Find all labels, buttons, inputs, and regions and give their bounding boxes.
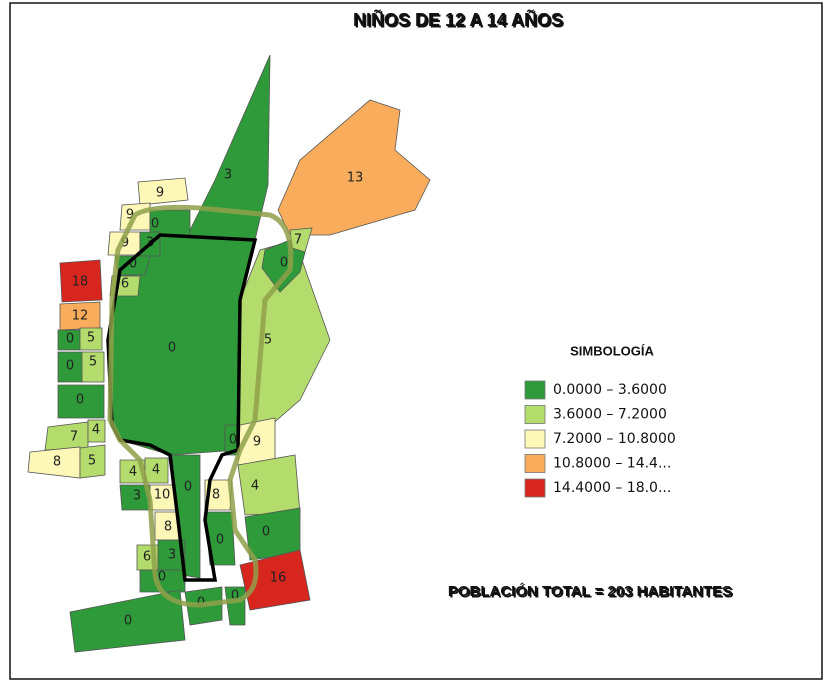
block-label: 0: [76, 393, 84, 408]
total-population: POBLACIÓN TOTAL = 203 HABITANTES: [448, 582, 732, 600]
block-label: 0: [168, 341, 176, 356]
legend-swatch: [524, 429, 546, 449]
block-label: 5: [87, 331, 95, 346]
legend-swatch: [524, 454, 546, 473]
block-label: 0: [262, 525, 270, 540]
block: [79, 444, 106, 479]
block: [237, 454, 301, 516]
block-label: 0: [66, 359, 74, 374]
block: [87, 419, 106, 443]
block-label: 3: [224, 168, 232, 183]
block: [204, 479, 233, 511]
block-label: 8: [164, 520, 172, 535]
block-label: 0: [129, 257, 137, 272]
block-label: 3: [168, 548, 176, 563]
block-label: 0: [216, 533, 224, 548]
title: NIÑOS DE 12 A 14 AÑOS: [353, 9, 563, 30]
block-label: 0: [231, 589, 239, 604]
legend-title: SIMBOLOGÍA: [570, 343, 654, 358]
block: [44, 421, 89, 451]
block-label: 0: [280, 256, 288, 271]
block: [57, 384, 105, 419]
legend-label: 14.4000 – 18.0...: [553, 480, 671, 496]
block-label: 9: [253, 435, 261, 450]
legend-swatch: [524, 478, 546, 498]
block-label: 8: [212, 488, 220, 503]
block-label: 0: [124, 614, 132, 629]
block-label: 9: [156, 186, 164, 201]
block-label: 5: [89, 355, 97, 370]
block-label: 10: [154, 488, 171, 503]
block-label: 4: [251, 479, 259, 494]
block: [59, 259, 103, 303]
block: [137, 177, 189, 206]
block: [79, 327, 103, 351]
block-label: 13: [347, 171, 364, 186]
legend-swatch: [524, 380, 546, 400]
block-label: 0: [229, 433, 237, 448]
block-label: 9: [126, 208, 134, 223]
legend-label: 7.2000 – 10.8000: [553, 431, 676, 447]
title-shadow: NIÑOS DE 12 A 14 AÑOS: [354, 10, 564, 31]
legend-label: 3.6000 – 7.2000: [553, 407, 667, 423]
total-shadow: POBLACIÓN TOTAL = 203 HABITANTES: [449, 583, 733, 601]
block-label: 12: [72, 309, 89, 324]
block-label: 7: [294, 233, 302, 248]
block-label: 6: [143, 550, 151, 565]
block: [69, 589, 186, 653]
legend-swatch: [524, 405, 546, 424]
block-label: 3: [133, 489, 141, 504]
block-label: 4: [152, 463, 160, 478]
block: [224, 586, 246, 626]
block-label: 7: [70, 430, 78, 445]
block-label: 0: [184, 480, 192, 495]
block-label: 0: [151, 217, 159, 232]
block: [81, 351, 105, 383]
block-label: 6: [121, 277, 129, 292]
block-label: 4: [129, 465, 137, 480]
block-label: 5: [264, 333, 272, 348]
block-label: 9: [121, 236, 129, 251]
block-label: 5: [88, 454, 96, 469]
block-label: 18: [72, 275, 89, 290]
block-label: 8: [53, 455, 61, 470]
legend-label: 10.8000 – 14.4...: [553, 456, 671, 472]
block-label: 16: [270, 571, 287, 586]
block-label: 0: [66, 332, 74, 347]
block-label: 0: [158, 570, 166, 585]
block-label: 4: [92, 423, 100, 438]
legend: 0.0000 – 3.6000 3.6000 – 7.2000 7.2000 – 1…: [524, 380, 676, 498]
route-loop: [107, 204, 294, 608]
legend-label: 0.0000 – 3.6000: [553, 382, 667, 398]
